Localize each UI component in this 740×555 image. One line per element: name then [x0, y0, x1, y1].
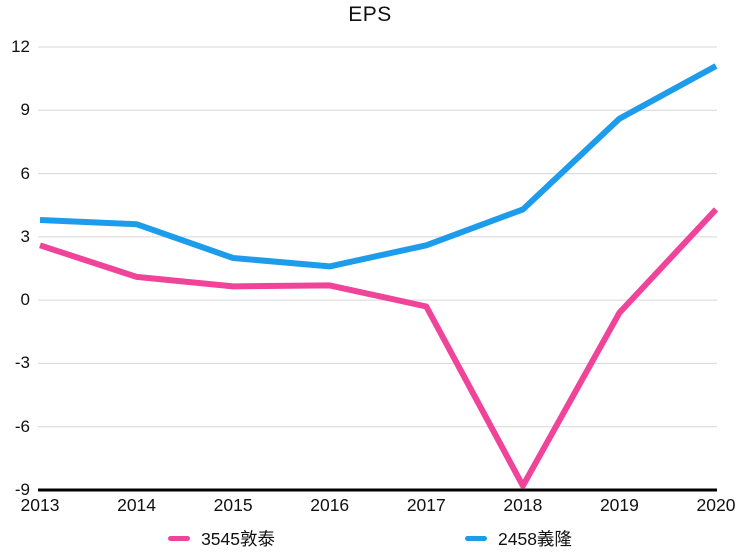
legend-swatch-blue-icon [465, 536, 487, 541]
y-tick-label: -6 [14, 416, 30, 436]
x-tick-label: 2019 [599, 495, 639, 515]
series-line-3545 [39, 207, 719, 489]
x-tick-label: 2018 [503, 495, 543, 515]
legend-item-2458: 2458義隆 [465, 526, 572, 551]
x-tick-label: 2013 [20, 495, 60, 515]
legend-item-3545: 3545敦泰 [168, 526, 275, 551]
legend-swatch-pink-icon [168, 536, 191, 541]
y-tick-label: -9 [14, 480, 30, 499]
y-tick-label: 12 [11, 37, 30, 56]
legend-label-3545: 3545敦泰 [201, 529, 275, 549]
series-line-2458 [39, 63, 718, 270]
x-tick-label: 2020 [696, 495, 736, 515]
legend: 3545敦泰 2458義隆 [0, 526, 740, 551]
x-tick-label: 2014 [117, 495, 157, 515]
y-tick-label: 0 [20, 290, 30, 310]
x-tick-label: 2017 [406, 495, 446, 515]
y-tick-label: -3 [14, 353, 30, 373]
x-tick-label: 2016 [310, 495, 350, 515]
chart-title: EPS [348, 3, 392, 26]
x-tick-label: 2015 [213, 495, 253, 515]
legend-label-2458: 2458義隆 [498, 529, 572, 549]
y-tick-label: 9 [20, 100, 30, 120]
y-tick-label: 3 [20, 226, 30, 246]
y-tick-label: 6 [20, 163, 30, 183]
